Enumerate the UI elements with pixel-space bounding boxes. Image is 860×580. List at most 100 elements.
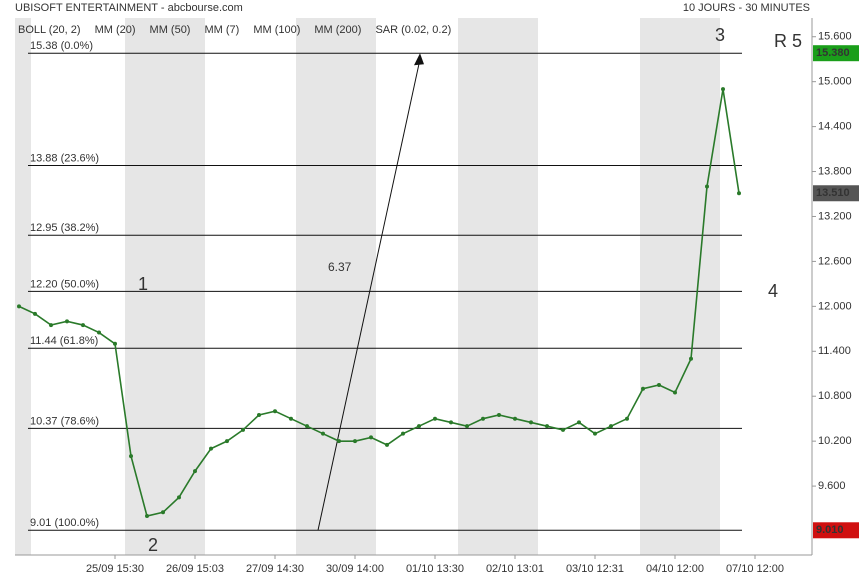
wave-label: 1 bbox=[138, 274, 148, 294]
arrow-line bbox=[317, 59, 421, 531]
day-band bbox=[296, 18, 376, 555]
x-tick-label: 26/09 15:03 bbox=[166, 563, 224, 575]
price-point bbox=[273, 409, 277, 414]
price-tag bbox=[813, 185, 859, 202]
price-tag-label: 9.010 bbox=[816, 524, 844, 536]
wave-label: R 5 bbox=[774, 31, 802, 51]
price-point bbox=[305, 424, 309, 429]
price-tag bbox=[813, 522, 859, 539]
y-tick-label: 12.600 bbox=[818, 255, 852, 267]
chart-subtitle: 10 JOURS - 30 MINUTES bbox=[683, 2, 810, 14]
y-tick-label: 13.200 bbox=[818, 210, 852, 222]
legend-entry: SAR (0.02, 0.2) bbox=[375, 24, 451, 36]
price-point bbox=[609, 424, 613, 429]
fib-label: 9.01 (100.0%) bbox=[30, 517, 99, 529]
price-point bbox=[17, 304, 21, 309]
price-tag-label: 15.380 bbox=[816, 47, 850, 59]
price-point bbox=[737, 191, 741, 196]
price-point bbox=[385, 442, 389, 447]
y-tick-label: 10.800 bbox=[818, 390, 852, 402]
fib-label: 12.20 (50.0%) bbox=[30, 278, 99, 290]
price-point bbox=[97, 330, 101, 335]
legend-entry: MM (20) bbox=[95, 24, 136, 36]
x-tick-label: 07/10 12:00 bbox=[726, 563, 784, 575]
price-point bbox=[593, 431, 597, 436]
x-tick-label: 03/10 12:31 bbox=[566, 563, 624, 575]
y-tick-label: 13.800 bbox=[818, 165, 852, 177]
fib-label: 11.44 (61.8%) bbox=[30, 335, 98, 347]
x-tick-label: 25/09 15:30 bbox=[86, 563, 144, 575]
price-point bbox=[721, 87, 725, 92]
price-point bbox=[657, 382, 661, 387]
fib-label: 15.38 (0.0%) bbox=[30, 40, 93, 52]
price-point bbox=[177, 495, 181, 500]
price-point bbox=[401, 431, 405, 436]
price-tag-label: 13.510 bbox=[816, 187, 850, 199]
y-tick-label: 10.200 bbox=[818, 435, 852, 447]
x-tick-label: 04/10 12:00 bbox=[646, 563, 704, 575]
price-point bbox=[65, 319, 69, 324]
x-tick-label: 01/10 13:30 bbox=[406, 563, 464, 575]
price-point bbox=[49, 323, 53, 328]
y-tick-label: 14.400 bbox=[818, 121, 852, 133]
price-point bbox=[529, 420, 533, 425]
y-tick-label: 15.600 bbox=[818, 31, 852, 43]
wave-label: 2 bbox=[148, 535, 158, 555]
price-point bbox=[353, 439, 357, 444]
price-point bbox=[129, 454, 133, 459]
price-point bbox=[369, 435, 373, 440]
price-point bbox=[705, 184, 709, 189]
fib-label: 13.88 (23.6%) bbox=[30, 152, 99, 164]
price-point bbox=[513, 416, 517, 421]
legend-entry: MM (50) bbox=[150, 24, 191, 36]
y-tick-label: 12.000 bbox=[818, 300, 852, 312]
day-band bbox=[458, 18, 538, 555]
price-point bbox=[289, 416, 293, 421]
day-band bbox=[125, 18, 205, 555]
arrow-head bbox=[414, 53, 424, 66]
price-tag bbox=[813, 45, 859, 62]
price-point bbox=[321, 431, 325, 436]
wave-label: 4 bbox=[768, 281, 778, 301]
price-point bbox=[161, 510, 165, 515]
price-point bbox=[113, 341, 117, 346]
legend-entry: MM (100) bbox=[253, 24, 300, 36]
legend-entry: MM (200) bbox=[314, 24, 361, 36]
chart-title: UBISOFT ENTERTAINMENT - abcbourse.com bbox=[15, 2, 243, 14]
price-point bbox=[641, 386, 645, 391]
y-tick-label: 15.000 bbox=[818, 76, 852, 88]
price-point bbox=[417, 424, 421, 429]
price-line bbox=[18, 89, 740, 518]
price-point bbox=[33, 311, 37, 316]
x-tick-label: 30/09 14:00 bbox=[326, 563, 384, 575]
price-point bbox=[241, 427, 245, 432]
price-point bbox=[257, 412, 261, 417]
x-tick-label: 02/10 13:01 bbox=[486, 563, 544, 575]
price-point bbox=[497, 412, 501, 417]
price-point bbox=[433, 416, 437, 421]
price-point bbox=[577, 420, 581, 425]
price-point bbox=[545, 424, 549, 429]
price-point bbox=[81, 323, 85, 328]
price-point bbox=[625, 416, 629, 421]
price-point bbox=[561, 427, 565, 432]
y-tick-label: 9.600 bbox=[818, 480, 846, 492]
fib-label: 12.95 (38.2%) bbox=[30, 222, 99, 234]
price-point bbox=[673, 390, 677, 395]
day-band bbox=[640, 18, 720, 555]
price-point bbox=[449, 420, 453, 425]
wave-label: 3 bbox=[715, 25, 725, 45]
price-point bbox=[689, 356, 693, 361]
legend-entry: BOLL (20, 2) bbox=[18, 24, 81, 36]
arrow-label: 6.37 bbox=[328, 260, 352, 274]
price-point bbox=[193, 469, 197, 474]
y-tick-label: 11.400 bbox=[818, 345, 851, 357]
price-point bbox=[209, 446, 213, 451]
price-point bbox=[225, 439, 229, 444]
x-tick-label: 27/09 14:30 bbox=[246, 563, 304, 575]
legend-entry: MM (7) bbox=[204, 24, 239, 36]
fib-label: 10.37 (78.6%) bbox=[30, 415, 99, 427]
day-band bbox=[15, 18, 31, 555]
price-point bbox=[481, 416, 485, 421]
